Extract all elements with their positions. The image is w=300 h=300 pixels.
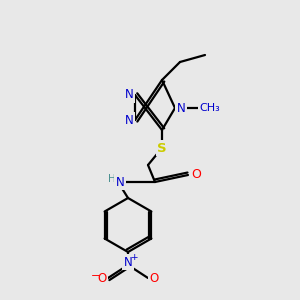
Text: O: O bbox=[191, 169, 201, 182]
Text: O: O bbox=[98, 272, 106, 284]
Text: N: N bbox=[124, 256, 132, 268]
Text: N: N bbox=[124, 88, 134, 101]
Text: N: N bbox=[177, 101, 185, 115]
Text: N: N bbox=[124, 113, 134, 127]
Text: H: H bbox=[108, 174, 116, 184]
Text: +: + bbox=[130, 253, 138, 262]
Text: S: S bbox=[157, 142, 167, 154]
Text: CH₃: CH₃ bbox=[200, 103, 220, 113]
Text: O: O bbox=[149, 272, 159, 284]
Text: N: N bbox=[116, 176, 124, 188]
Text: −: − bbox=[91, 271, 101, 281]
